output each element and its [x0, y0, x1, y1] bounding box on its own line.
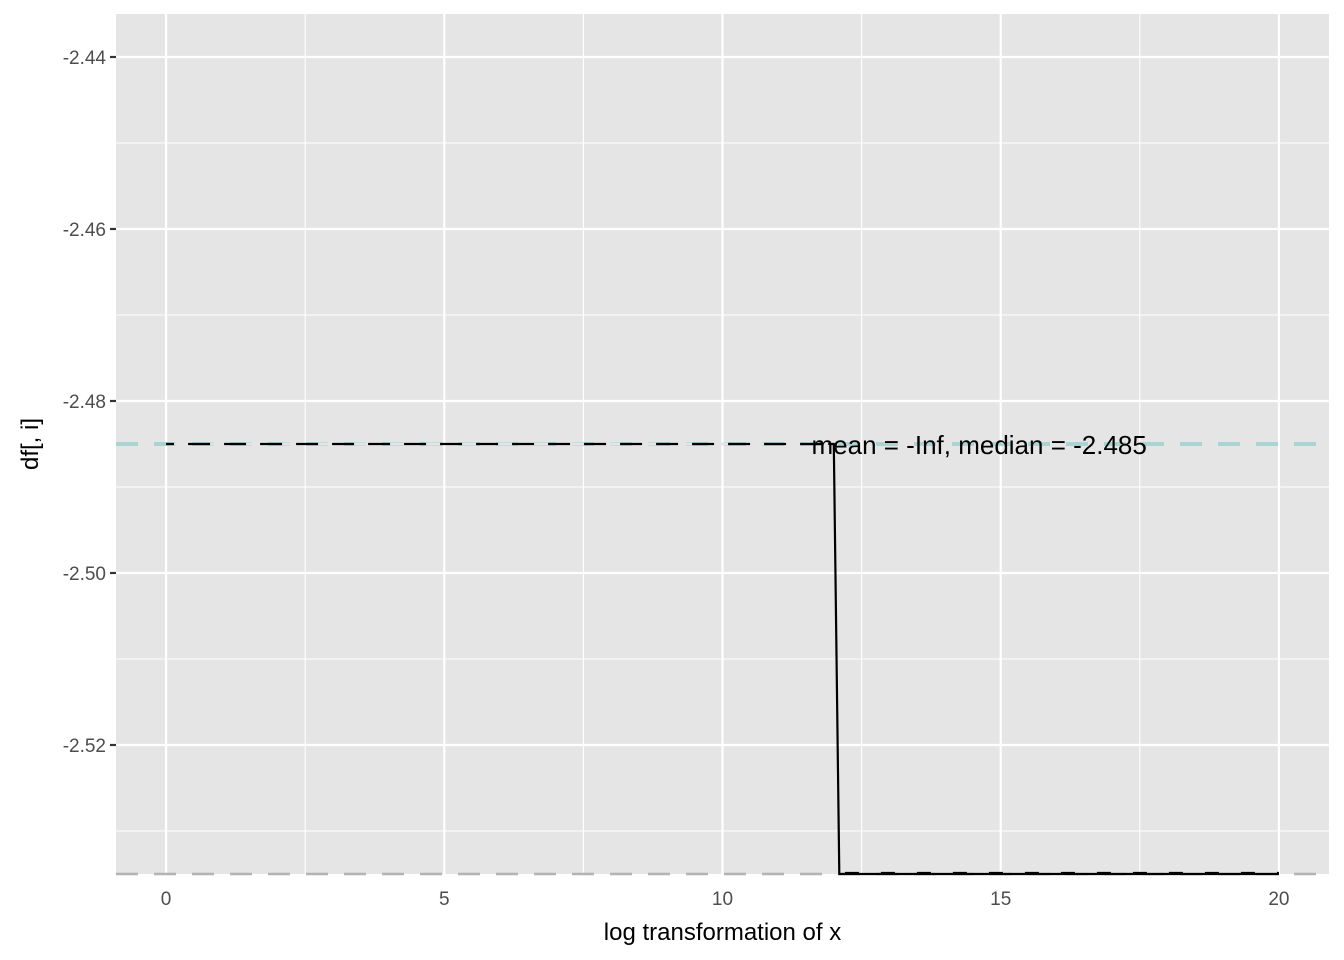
- x-tick-label: 20: [1268, 889, 1289, 910]
- series: [166, 442, 1279, 876]
- y-tick-label: -2.50: [63, 564, 106, 585]
- y-tick-label: -2.48: [63, 392, 106, 413]
- y-axis-title: df[, i]: [17, 418, 44, 470]
- x-tick-label: 0: [161, 889, 172, 910]
- x-tick-label: 15: [990, 889, 1011, 910]
- y-tick-label: -2.44: [63, 48, 107, 69]
- x-tick-label: 10: [712, 889, 733, 910]
- annotation-label: mean = -Inf, median = -2.485: [812, 430, 1147, 460]
- y-axis: -2.44 -2.46 -2.48 -2.50 -2.52: [63, 48, 116, 757]
- x-axis-title: log transformation of x: [604, 919, 841, 946]
- y-tick-label: -2.52: [63, 736, 106, 757]
- x-axis: 0 5 10 15 20: [161, 889, 1290, 910]
- x-tick-label: 5: [439, 889, 450, 910]
- y-tick-label: -2.46: [63, 220, 106, 241]
